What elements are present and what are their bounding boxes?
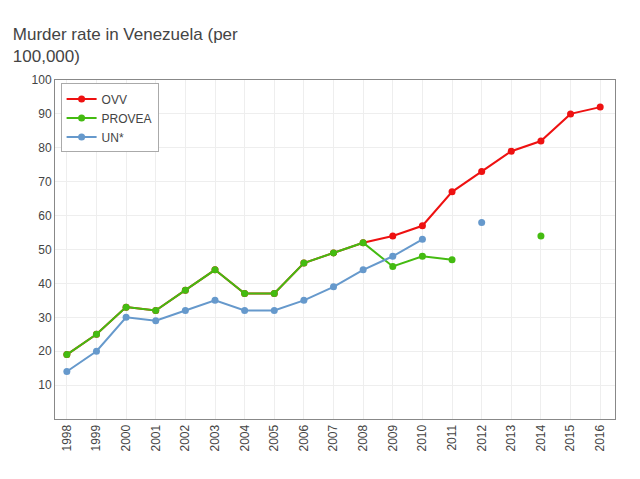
svg-text:90: 90 (38, 107, 52, 121)
svg-text:10: 10 (38, 378, 52, 392)
svg-text:100: 100 (32, 73, 52, 87)
svg-text:2001: 2001 (149, 424, 163, 451)
svg-text:OVV: OVV (102, 93, 127, 107)
svg-text:2010: 2010 (415, 424, 429, 451)
svg-text:80: 80 (38, 141, 52, 155)
svg-text:2003: 2003 (208, 424, 222, 451)
svg-text:2009: 2009 (386, 424, 400, 451)
svg-text:2000: 2000 (119, 424, 133, 451)
svg-text:2012: 2012 (475, 424, 489, 451)
svg-text:2002: 2002 (178, 424, 192, 451)
svg-text:2014: 2014 (534, 424, 548, 451)
svg-text:1999: 1999 (89, 424, 103, 451)
svg-text:2006: 2006 (297, 424, 311, 451)
svg-text:2011: 2011 (445, 424, 459, 450)
svg-text:50: 50 (38, 243, 52, 257)
svg-text:2016: 2016 (593, 424, 607, 451)
svg-text:70: 70 (38, 175, 52, 189)
svg-text:PROVEA: PROVEA (102, 112, 152, 126)
svg-text:30: 30 (38, 311, 52, 325)
svg-text:UN*: UN* (102, 131, 124, 145)
svg-text:2004: 2004 (238, 424, 252, 451)
svg-text:2015: 2015 (563, 424, 577, 451)
svg-text:Murder rate in Venezuela (per1: Murder rate in Venezuela (per100,000) (13, 25, 238, 66)
svg-text:1998: 1998 (60, 424, 74, 451)
svg-text:2013: 2013 (504, 424, 518, 451)
svg-text:60: 60 (38, 209, 52, 223)
svg-text:20: 20 (38, 344, 52, 358)
svg-text:40: 40 (38, 277, 52, 291)
svg-text:2005: 2005 (267, 424, 281, 451)
svg-text:2007: 2007 (326, 424, 340, 451)
svg-text:2008: 2008 (356, 424, 370, 451)
